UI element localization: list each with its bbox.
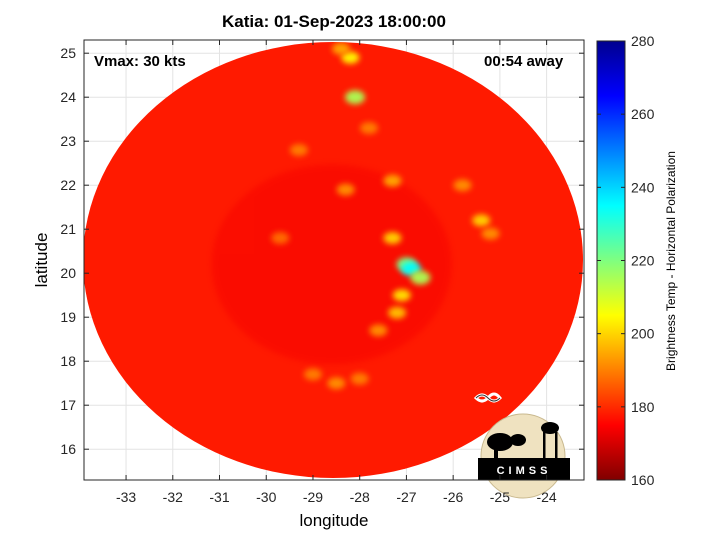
x-tick-label: -33 <box>116 489 136 505</box>
brightness-feature <box>472 214 491 227</box>
colorbar-tick-label: 280 <box>631 33 655 49</box>
y-tick-label: 16 <box>60 441 76 457</box>
brightness-feature <box>341 51 360 64</box>
y-axis: 16 17 18 19 20 21 22 23 24 25 <box>60 45 584 457</box>
colorbar <box>596 40 626 481</box>
x-tick-label: -30 <box>256 489 276 505</box>
dish-icon <box>487 433 513 451</box>
brightness-feature <box>271 232 290 244</box>
x-tick-label: -26 <box>443 489 463 505</box>
x-tick-label: -29 <box>303 489 323 505</box>
x-axis-label: longitude <box>299 511 369 530</box>
x-tick-label: -31 <box>209 489 229 505</box>
y-tick-label: 24 <box>60 89 76 105</box>
colorbar-tick-label: 260 <box>631 106 655 122</box>
colorbar-tick-label: 220 <box>631 253 655 269</box>
colorbar-tick-label: 240 <box>631 179 655 195</box>
brightness-feature <box>350 372 369 385</box>
brightness-feature <box>481 227 500 240</box>
brightness-feature <box>383 174 402 187</box>
y-tick-label: 22 <box>60 177 76 193</box>
brightness-feature <box>388 306 407 319</box>
y-tick-label: 23 <box>60 133 76 149</box>
brightness-feature <box>410 270 431 285</box>
colorbar-ticks: 160 180 200 220 240 260 280 <box>597 33 655 488</box>
x-tick-label: -28 <box>350 489 370 505</box>
x-tick-label: -27 <box>396 489 416 505</box>
cimss-logo: CIMSS <box>473 392 570 499</box>
water-tower-icon <box>541 422 559 434</box>
logo-text: CIMSS <box>497 465 552 477</box>
x-tick-label: -32 <box>163 489 183 505</box>
brightness-feature <box>369 324 388 337</box>
x-axis: -33 -32 -31 -30 -29 -28 -27 -26 -25 -24 <box>116 40 557 505</box>
brightness-feature <box>327 377 346 390</box>
brightness-feature <box>303 368 322 381</box>
chart-title: Katia: 01-Sep-2023 18:00:00 <box>222 12 446 31</box>
colorbar-tick-label: 200 <box>631 326 655 342</box>
brightness-feature <box>453 179 472 192</box>
brightness-swath <box>84 42 583 478</box>
colorbar-tick-label: 180 <box>631 399 655 415</box>
y-tick-label: 17 <box>60 397 76 413</box>
vmax-label: Vmax: 30 kts <box>94 53 186 70</box>
y-tick-label: 18 <box>60 353 76 369</box>
x-tick-label: -25 <box>490 489 510 505</box>
brightness-feature <box>392 289 411 302</box>
y-tick-label: 25 <box>60 45 76 61</box>
colorbar-tick-label: 160 <box>631 472 655 488</box>
brightness-feature <box>336 183 355 196</box>
y-tick-label: 21 <box>60 221 76 237</box>
brightness-feature <box>332 42 351 55</box>
y-tick-label: 19 <box>60 309 76 325</box>
y-tick-label: 20 <box>60 265 76 281</box>
brightness-feature <box>289 144 308 156</box>
plot-frame <box>83 39 585 481</box>
colorbar-label: Brightness Temp - Horizontal Polarizatio… <box>664 151 678 371</box>
x-tick-label: -24 <box>536 489 556 505</box>
time-offset-label: 00:54 away <box>484 53 564 70</box>
brightness-feature <box>360 122 379 134</box>
brightness-feature <box>383 232 402 244</box>
y-axis-label: latitude <box>32 232 51 288</box>
brightness-feature <box>345 90 366 105</box>
